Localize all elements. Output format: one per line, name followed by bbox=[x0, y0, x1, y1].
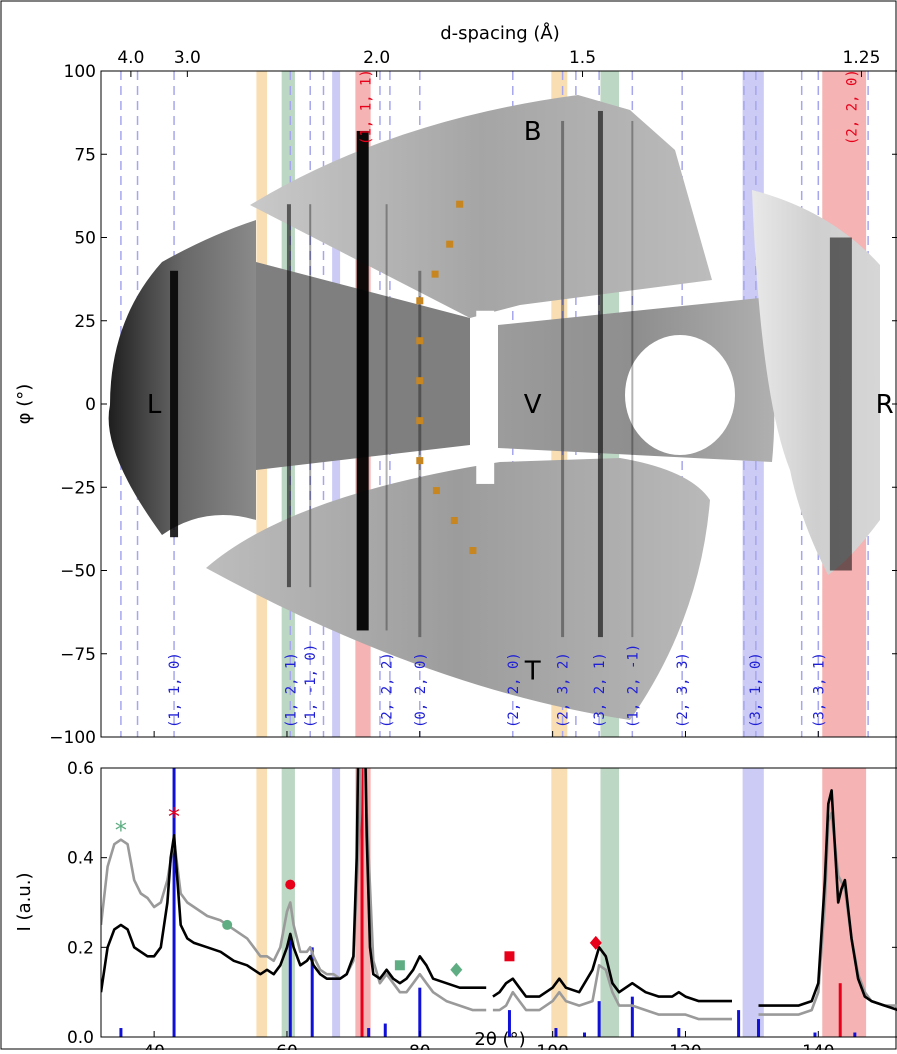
streak-1 bbox=[287, 204, 291, 587]
top-axis-title: d-spacing (Å) bbox=[440, 22, 560, 44]
streak-0 bbox=[170, 271, 178, 537]
two-theta-axis-title: 2θ (°) bbox=[474, 1029, 525, 1050]
streak-7 bbox=[598, 111, 603, 637]
phi-tick-label-3: 25 bbox=[74, 312, 96, 332]
two-theta-tick-label-3: 100 bbox=[536, 1042, 568, 1050]
intensity-tick-label-3: 0.6 bbox=[67, 759, 94, 779]
intensity-tick-label-1: 0.2 bbox=[67, 938, 94, 958]
band-bottom-0 bbox=[256, 768, 267, 1037]
hkl-label-0: (1, 1, 0) bbox=[167, 652, 183, 728]
orange-dot-3 bbox=[416, 297, 423, 304]
marker-asterisk-1: * bbox=[168, 803, 180, 831]
d-tick-label-3: 1.5 bbox=[569, 48, 596, 68]
marker-square-6 bbox=[504, 951, 514, 961]
orange-dot-1 bbox=[446, 241, 453, 248]
hkl-label-3: (2, 2, 2) bbox=[380, 652, 396, 728]
phi-tick-label-0: 100 bbox=[64, 62, 96, 82]
hkl-label-1: (1, 2, 1) bbox=[283, 652, 299, 728]
band-bottom-2 bbox=[332, 768, 340, 1037]
phi-tick-label-6: −50 bbox=[60, 562, 96, 582]
hkl-label-10: (3, 1, 0) bbox=[748, 652, 764, 728]
streak-2 bbox=[309, 204, 311, 587]
phi-tick-label-4: 0 bbox=[85, 395, 96, 415]
streak-5 bbox=[418, 271, 421, 637]
two-theta-tick-label-1: 60 bbox=[276, 1042, 298, 1050]
orange-dot-8 bbox=[433, 487, 440, 494]
streak-4 bbox=[386, 204, 388, 630]
orange-dot-0 bbox=[456, 201, 463, 208]
streak-6 bbox=[561, 121, 564, 637]
orange-dot-6 bbox=[416, 417, 423, 424]
region-label-V: V bbox=[524, 390, 542, 420]
intensity-tick-label-0: 0.0 bbox=[67, 1028, 94, 1048]
hkl-label-13: (2, 2, 0) bbox=[845, 69, 861, 145]
orange-dot-2 bbox=[432, 271, 439, 278]
phi-tick-label-2: 50 bbox=[74, 229, 96, 249]
sector-gap bbox=[476, 311, 494, 484]
streak-8 bbox=[631, 121, 633, 637]
band-bottom-4 bbox=[551, 768, 567, 1037]
region-label-T: T bbox=[524, 656, 541, 686]
d-tick-label-4: 1.25 bbox=[843, 48, 881, 68]
phi-tick-label-1: 75 bbox=[74, 145, 96, 165]
two-theta-tick-label-5: 140 bbox=[802, 1042, 834, 1050]
phi-tick-label-5: −25 bbox=[60, 478, 96, 498]
hkl-label-9: (2, 3, 3) bbox=[675, 652, 691, 728]
two-theta-tick-label-4: 120 bbox=[669, 1042, 701, 1050]
d-tick-label-0: 4.0 bbox=[117, 48, 144, 68]
band-bottom-6 bbox=[743, 768, 764, 1037]
hkl-label-8: (1, 2, -1) bbox=[625, 644, 641, 728]
orange-dot-10 bbox=[469, 547, 476, 554]
hkl-label-4: (0, 2, 0) bbox=[413, 652, 429, 728]
band-bottom-1 bbox=[282, 768, 295, 1037]
hkl-label-7: (3, 2, 1) bbox=[592, 652, 608, 728]
streak-3 bbox=[357, 131, 369, 631]
phi-axis-title: φ (°) bbox=[14, 384, 35, 425]
hkl-label-6: (2, 3, 2) bbox=[556, 652, 572, 728]
hkl-label-11: (3, 3, 1) bbox=[811, 652, 827, 728]
two-theta-tick-label-2: 80 bbox=[409, 1042, 431, 1050]
d-tick-label-2: 2.0 bbox=[363, 48, 390, 68]
marker-asterisk-0: * bbox=[115, 816, 127, 844]
orange-dot-4 bbox=[416, 337, 423, 344]
intensity-tick-label-2: 0.4 bbox=[67, 849, 94, 869]
region-label-L: L bbox=[147, 390, 162, 420]
orange-dot-5 bbox=[416, 377, 423, 384]
sector-V-hole bbox=[625, 335, 735, 455]
marker-circle-3 bbox=[285, 880, 295, 890]
phi-tick-label-8: −100 bbox=[49, 728, 96, 748]
d-tick-label-1: 3.0 bbox=[174, 48, 201, 68]
hkl-label-5: (2, 2, 0) bbox=[506, 652, 522, 728]
intensity-axis-title: I (a.u.) bbox=[14, 873, 35, 932]
orange-dot-7 bbox=[416, 457, 423, 464]
marker-square-4 bbox=[395, 960, 405, 970]
hkl-label-12: (1, 1, 1) bbox=[358, 69, 374, 145]
two-theta-tick-label-0: 40 bbox=[143, 1042, 165, 1050]
region-label-R: R bbox=[876, 390, 894, 420]
band-bottom-5 bbox=[600, 768, 619, 1037]
marker-circle-2 bbox=[222, 920, 232, 930]
region-label-B: B bbox=[524, 117, 542, 147]
hkl-label-2: (1, -1, 0) bbox=[303, 644, 319, 728]
streak-9 bbox=[830, 238, 852, 571]
orange-dot-9 bbox=[451, 517, 458, 524]
phi-tick-label-7: −75 bbox=[60, 645, 96, 665]
